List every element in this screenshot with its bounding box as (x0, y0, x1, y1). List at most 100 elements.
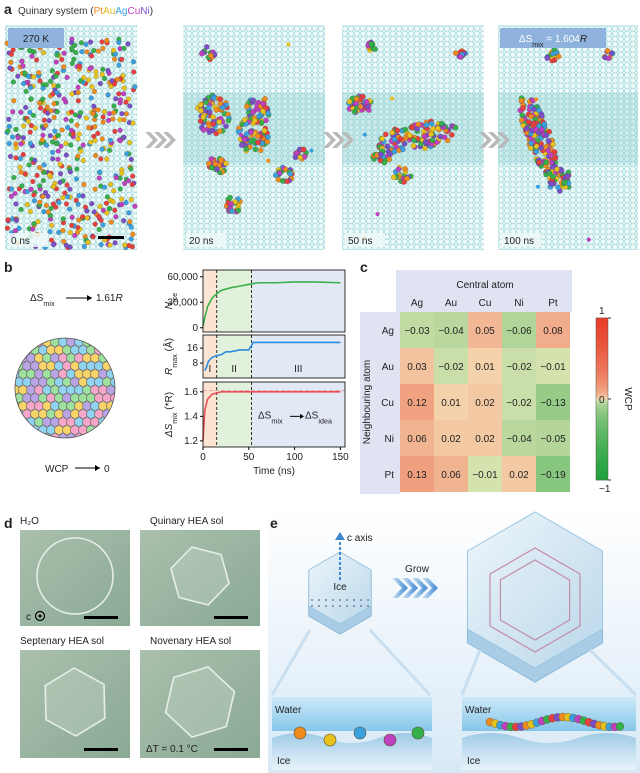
atom-ball (70, 338, 80, 339)
colorbar-step (596, 417, 608, 421)
atom (11, 175, 17, 181)
atom-ball (34, 433, 44, 438)
atom-ball (50, 401, 60, 411)
heatmap-cell (400, 384, 434, 420)
atom (67, 230, 73, 236)
atom (98, 242, 104, 248)
entropy-start-part: ΔS (30, 293, 44, 304)
entropy-label-part: = 1.604 (543, 34, 580, 45)
atom (52, 128, 58, 134)
x-tick-label: Cu (479, 298, 492, 309)
atom (24, 189, 30, 195)
atom-ball (30, 409, 40, 419)
atom-ball (114, 401, 115, 411)
atom (80, 158, 86, 164)
atom-ball (90, 369, 100, 379)
atom-ball (114, 433, 115, 438)
wcp-target: 0 (104, 464, 110, 475)
atom (10, 134, 16, 140)
ice-crystal (170, 546, 230, 606)
colorbar-step (596, 466, 608, 470)
atom (119, 170, 125, 176)
atom (47, 229, 53, 235)
ice-label: Ice (277, 756, 291, 767)
atom (107, 147, 113, 153)
atom (16, 225, 22, 231)
c-axis-head (335, 532, 345, 540)
atom (10, 47, 16, 53)
atom-ball (42, 417, 52, 427)
grow-chevron (422, 578, 438, 598)
atom (85, 239, 91, 245)
atom (54, 90, 60, 96)
colorbar-step (596, 331, 608, 335)
atom (55, 132, 61, 138)
dot (339, 605, 341, 607)
colorbar-tick-label: 0 (599, 395, 605, 406)
atom (266, 158, 271, 163)
atom (101, 184, 107, 190)
atom (357, 103, 364, 110)
cell-label: −0.03 (404, 326, 430, 337)
atom (261, 127, 268, 134)
atom (110, 47, 116, 53)
entropy-label: ΔSmix = 1.604R (519, 34, 587, 49)
atom-ball (110, 393, 115, 403)
entropy-box (500, 28, 606, 48)
atom (551, 57, 558, 63)
ice-crystal (44, 667, 106, 737)
atom (346, 98, 353, 105)
grow-label: Grow (405, 564, 430, 575)
heatmap-cell (536, 420, 570, 456)
atom (128, 156, 134, 162)
cell-label: −0.01 (472, 470, 498, 481)
atom (538, 145, 544, 151)
atom (121, 85, 127, 91)
atom-ball (26, 369, 36, 379)
colorbar-step (596, 358, 608, 362)
scale-bar (214, 616, 248, 619)
atom-ball (110, 345, 115, 355)
atom-ball (86, 338, 96, 339)
atom (106, 117, 112, 123)
atom (31, 192, 37, 198)
atom-ball (106, 433, 115, 438)
atom (119, 56, 125, 62)
atom (53, 73, 59, 79)
cell-label: −0.02 (506, 398, 532, 409)
atom (67, 186, 73, 192)
atom-ball (58, 338, 68, 347)
atom (208, 156, 214, 162)
cell-label: 0.08 (543, 326, 563, 337)
atom (205, 105, 212, 111)
heatmap-cell (536, 312, 570, 348)
cell-label: 0.05 (475, 326, 495, 337)
cell-label: −0.01 (540, 362, 566, 373)
entropy-label-part: mix (532, 40, 544, 49)
y-axis-label-part: (*R) (164, 392, 175, 413)
colorbar-step (596, 460, 608, 465)
atom (25, 118, 31, 124)
atom-ball (62, 361, 72, 371)
atom (51, 83, 57, 89)
atom (69, 61, 75, 67)
atom (127, 140, 133, 146)
atom (100, 66, 106, 72)
atom (199, 51, 205, 57)
atom (13, 141, 19, 147)
atom (362, 132, 367, 137)
atom-ball (58, 417, 68, 427)
heatmap-cell (468, 348, 502, 384)
atom (255, 139, 261, 146)
atom-ball (38, 345, 48, 355)
atom (112, 240, 118, 246)
atom (121, 91, 127, 97)
atom (48, 205, 54, 211)
atom (7, 153, 13, 159)
atom (423, 122, 430, 128)
region (251, 382, 345, 447)
atom (130, 173, 136, 179)
heatmap-cell (434, 456, 468, 492)
atom (543, 159, 549, 166)
atom (260, 100, 266, 107)
